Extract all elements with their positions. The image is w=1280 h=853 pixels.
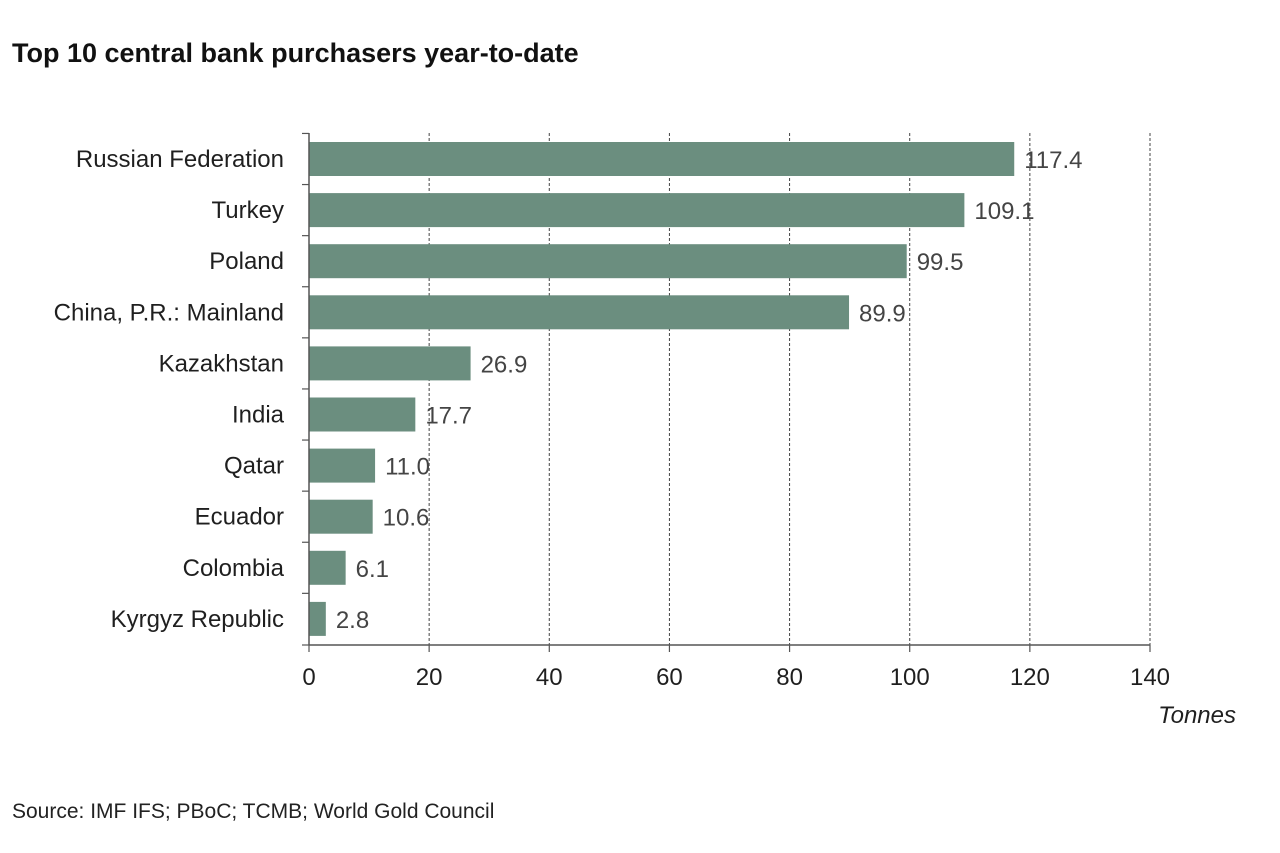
bar — [309, 244, 907, 279]
bar — [309, 193, 965, 228]
category-label: Turkey — [212, 197, 284, 224]
value-label: 11.0 — [385, 454, 430, 481]
x-tick-label: 20 — [416, 664, 443, 691]
value-label: 117.4 — [1024, 147, 1082, 174]
axes — [302, 132, 1151, 652]
value-label: 99.5 — [917, 249, 964, 276]
x-tick-label: 100 — [890, 664, 930, 691]
category-label: Colombia — [183, 555, 285, 582]
category-label: Ecuador — [195, 504, 284, 531]
x-tick-label: 60 — [656, 664, 683, 691]
category-label: India — [232, 402, 285, 429]
value-label: 6.1 — [356, 556, 389, 583]
bar — [309, 142, 1015, 176]
bar — [309, 346, 471, 381]
x-tick-label: 140 — [1130, 664, 1170, 691]
category-label: Kyrgyz Republic — [111, 606, 284, 633]
category-label: Kazakhstan — [159, 350, 284, 377]
bar — [309, 397, 416, 432]
category-label: Russian Federation — [76, 146, 284, 173]
x-tick-label: 120 — [1010, 664, 1050, 691]
bar — [309, 499, 373, 534]
value-label: 26.9 — [481, 351, 528, 378]
bar — [309, 550, 346, 585]
category-label: China, P.R.: Mainland — [54, 299, 284, 326]
chart-source: Source: IMF IFS; PBoC; TCMB; World Gold … — [12, 800, 495, 823]
value-label: 17.7 — [425, 403, 472, 430]
x-tick-label: 80 — [776, 664, 803, 691]
bar — [309, 448, 376, 483]
category-label: Poland — [209, 248, 284, 275]
value-label: 109.1 — [974, 198, 1034, 225]
bars — [309, 142, 1015, 636]
labels: 0 20 40 60 80 100 120 140 Russian Federation 117.… — [54, 146, 1236, 729]
x-tick-label: 40 — [536, 664, 563, 691]
bar — [309, 601, 326, 636]
category-label: Qatar — [224, 453, 284, 480]
value-label: 2.8 — [336, 607, 369, 634]
x-tick-label: 0 — [302, 664, 315, 691]
value-label: 89.9 — [859, 300, 906, 327]
chart-title: Top 10 central bank purchasers year-to-d… — [12, 38, 579, 68]
bar — [309, 295, 850, 330]
value-label: 10.6 — [383, 505, 430, 532]
x-axis-label: Tonnes — [1158, 702, 1236, 729]
